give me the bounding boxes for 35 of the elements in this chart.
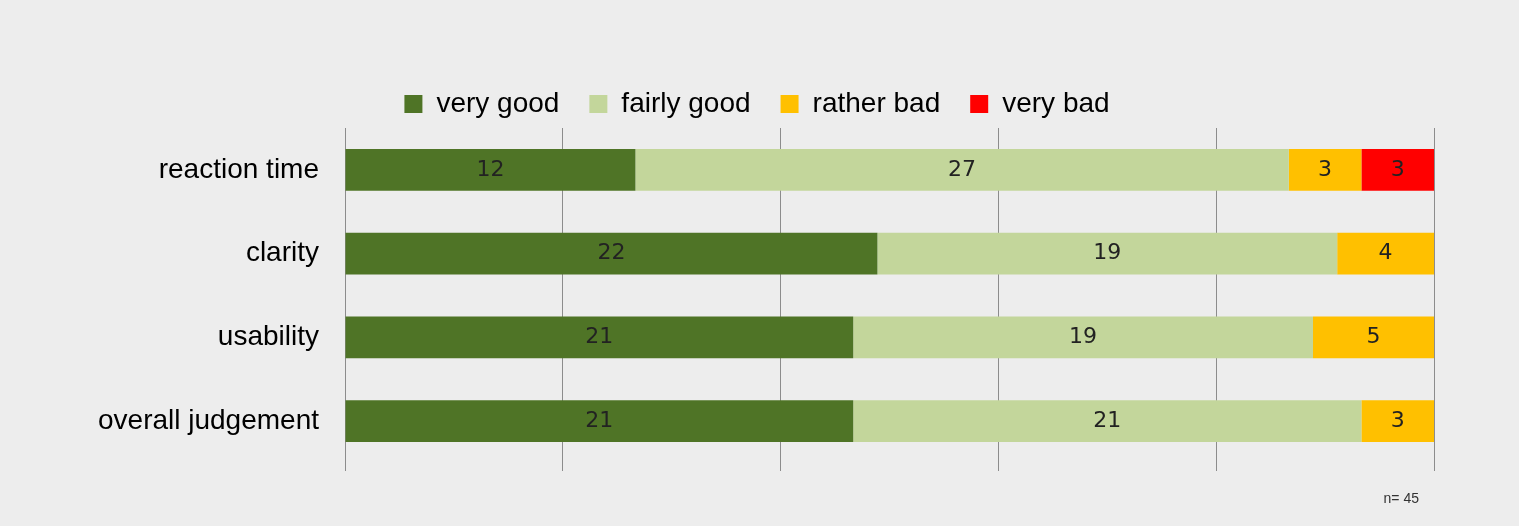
bar — [1361, 400, 1434, 443]
bar — [877, 232, 1338, 275]
legend-label: very good — [436, 86, 560, 118]
y-tick-label: clarity — [245, 236, 320, 268]
data-label: 19 — [1069, 323, 1098, 349]
data-label: 5 — [1366, 323, 1381, 349]
bar — [635, 148, 1289, 191]
data-label: 4 — [1378, 239, 1393, 265]
data-label: 3 — [1318, 155, 1333, 181]
data-label: 21 — [1093, 406, 1122, 432]
bar — [1313, 316, 1434, 359]
data-label: 3 — [1390, 155, 1405, 181]
bar — [345, 316, 854, 359]
data-label: 12 — [476, 155, 505, 181]
data-label: 21 — [585, 406, 614, 432]
legend-label: rather bad — [812, 86, 941, 118]
data-label: 22 — [597, 239, 626, 265]
data-label: 21 — [585, 323, 614, 349]
data-label: 19 — [1093, 239, 1122, 265]
data-label: 3 — [1390, 406, 1405, 432]
bar — [1361, 148, 1434, 191]
y-tick-label: reaction time — [158, 152, 320, 184]
bar — [1288, 148, 1362, 191]
bar — [853, 316, 1313, 359]
bar — [1337, 232, 1434, 275]
text: n= 45 — [1383, 490, 1419, 506]
y-tick-label: overall judgement — [97, 403, 320, 435]
bar — [345, 232, 878, 275]
bar — [853, 400, 1362, 443]
legend-label: fairly good — [621, 86, 751, 118]
data-label: 27 — [948, 155, 977, 181]
y-tick-label: usability — [217, 320, 320, 352]
bar — [345, 400, 854, 443]
bar — [345, 148, 636, 191]
legend-label: very bad — [1002, 86, 1110, 118]
